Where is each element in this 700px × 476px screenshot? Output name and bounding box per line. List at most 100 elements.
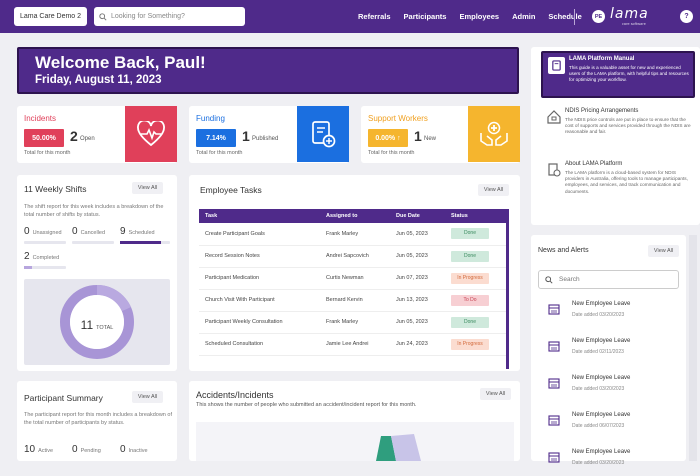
metric-completed: 2 Completed (24, 251, 59, 262)
col-task: Task (199, 209, 320, 223)
participants-title: Participant Summary (24, 393, 103, 403)
task-name: Church Visit With Participant (199, 289, 320, 312)
global-search-input[interactable]: Looking for Something? (94, 7, 245, 26)
news-item-date: Date added 03/20/2023 (572, 312, 625, 318)
incidents-card[interactable]: Incidents 50.00% 2 Open Total for this m… (17, 106, 177, 163)
user-avatar[interactable]: PE (592, 10, 605, 23)
task-status-cell: In Progress (445, 267, 509, 290)
logo-tagline: care software (622, 22, 646, 26)
about-lama-item[interactable]: About LAMA Platform The LAMA platform is… (543, 161, 693, 195)
nav-referrals[interactable]: Referrals (358, 12, 391, 21)
task-row[interactable]: Church Visit With Participant Bernard Ker… (199, 289, 509, 312)
about-lama-text: The LAMA platform is a cloud-based syste… (565, 170, 688, 194)
funding-count: 1 (242, 128, 250, 144)
tasks-view-all-button[interactable]: View All (478, 184, 509, 196)
metric-value: 10 (24, 444, 36, 455)
news-item[interactable]: New Employee Leave Date added 06/07/2023 (545, 409, 685, 439)
accidents-area-series (376, 436, 396, 461)
ndis-pricing-item[interactable]: NDIS Pricing Arrangements The NDIS price… (543, 108, 693, 136)
news-search-input[interactable]: Search (538, 270, 679, 289)
news-item-title: New Employee Leave (572, 449, 631, 455)
news-search-placeholder: Search (559, 276, 580, 283)
trend-up-icon: ↑ (397, 134, 401, 142)
metric-label: Inactive (128, 448, 148, 454)
news-item-date: Date added 06/07/2023 (572, 423, 625, 429)
shifts-view-all-button[interactable]: View All (132, 182, 163, 194)
logo-text: lama (610, 6, 649, 22)
funding-card[interactable]: Funding 7.14% 1 Published Total for this… (189, 106, 349, 163)
news-item-title: New Employee Leave (572, 375, 631, 381)
accidents-title: Accidents/Incidents (196, 390, 274, 400)
search-placeholder: Looking for Something? (111, 13, 185, 20)
task-row[interactable]: Record Session Notes Andrei Sapcovich Jun … (199, 245, 509, 268)
task-row[interactable]: Create Participant Goals Frank Marley Jun … (199, 223, 509, 246)
news-item[interactable]: New Employee Leave Date added 02/11/2023 (545, 335, 685, 365)
tasks-title: Employee Tasks (200, 185, 262, 195)
support-percent: 0.00% ↑ (368, 129, 408, 147)
task-row[interactable]: Participant Weekly Consultation Frank Mar… (199, 311, 509, 334)
bar-fill (24, 266, 32, 269)
news-item-title: New Employee Leave (572, 338, 631, 344)
ndis-pricing-text: The NDIS price controls are put in place… (565, 117, 691, 135)
welcome-banner: Welcome Back, Paul! Friday, August 11, 2… (17, 47, 519, 94)
search-icon (99, 12, 107, 21)
news-view-all-button[interactable]: View All (648, 245, 679, 257)
about-lama-title: About LAMA Platform (565, 161, 623, 167)
task-due-date: Jun 24, 2023 (390, 333, 445, 356)
accidents-chart (196, 422, 514, 461)
nav-admin[interactable]: Admin (512, 12, 536, 21)
top-navigation-bar: Lama Care Demo 2 Looking for Something? … (0, 0, 700, 33)
accidents-area-series (391, 434, 421, 461)
help-button[interactable]: ? (680, 10, 693, 23)
col-status: Status (445, 209, 509, 223)
news-item[interactable]: New Employee Leave Date added 03/20/2023 (545, 446, 685, 476)
metric-value: 0 (24, 226, 30, 237)
funding-percent: 7.14% (196, 129, 236, 147)
task-name: Scheduled Consultation (199, 333, 320, 356)
nav-participants[interactable]: Participants (403, 12, 447, 21)
nav-employees[interactable]: Employees (459, 12, 500, 21)
page-scrollbar[interactable] (689, 235, 697, 461)
manual-title: LAMA Platform Manual (569, 56, 635, 62)
metric-label: Scheduled (128, 230, 155, 236)
metric-value: 0 (72, 444, 78, 455)
calendar-icon (548, 304, 560, 315)
organization-switcher-button[interactable]: Lama Care Demo 2 (14, 7, 87, 26)
task-due-date: Jun 05, 2023 (390, 311, 445, 334)
col-assigned: Assigned to (320, 209, 390, 223)
task-name: Record Session Notes (199, 245, 320, 268)
platform-manual-card[interactable]: LAMA Platform Manual This guide is a val… (541, 51, 695, 98)
shifts-donut-chart: 11 TOTAL (24, 279, 170, 365)
funding-sub: Total for this month (196, 150, 243, 156)
status-badge: Done (451, 228, 489, 240)
support-workers-card[interactable]: Support Workers 0.00% ↑ 1 New Total for t… (361, 106, 520, 163)
participants-view-all-button[interactable]: View All (132, 391, 163, 403)
accidents-view-all-button[interactable]: View All (480, 388, 511, 400)
metric-scheduled: 9 Scheduled (120, 226, 155, 237)
task-assignee: Frank Marley (320, 311, 390, 334)
task-name: Participant Weekly Consultation (199, 311, 320, 334)
task-row[interactable]: Scheduled Consultation Jamie Lee Andrei Ju… (199, 333, 509, 356)
incidents-count-label: Open (80, 136, 95, 142)
metric-label: Completed (32, 255, 60, 261)
task-due-date: Jun 13, 2023 (390, 289, 445, 312)
news-item[interactable]: New Employee Leave Date added 03/20/2023 (545, 372, 685, 402)
task-status-cell: Done (445, 311, 509, 334)
nav-schedule[interactable]: Schedule (548, 12, 582, 21)
incidents-count: 2 (70, 128, 78, 144)
task-row[interactable]: Participant Medication Curtis Newman Jun 0… (199, 267, 509, 290)
status-badge: Done (451, 316, 489, 328)
news-item[interactable]: New Employee Leave Date added 03/20/2023 (545, 298, 685, 328)
task-name: Create Participant Goals (199, 223, 320, 246)
support-title: Support Workers (368, 114, 428, 123)
metric-pending: 0 Pending (72, 444, 101, 455)
document-plus-icon (297, 106, 349, 162)
settings-document-icon (548, 163, 561, 177)
donut-center-label: 11 TOTAL (24, 316, 170, 334)
tasks-scrollbar[interactable] (506, 209, 509, 369)
task-name: Participant Medication (199, 267, 320, 290)
nav-divider (574, 9, 575, 25)
donut-inner (70, 295, 124, 349)
news-item-title: New Employee Leave (572, 301, 631, 307)
accidents-description: This shows the number of people who subm… (196, 402, 417, 408)
